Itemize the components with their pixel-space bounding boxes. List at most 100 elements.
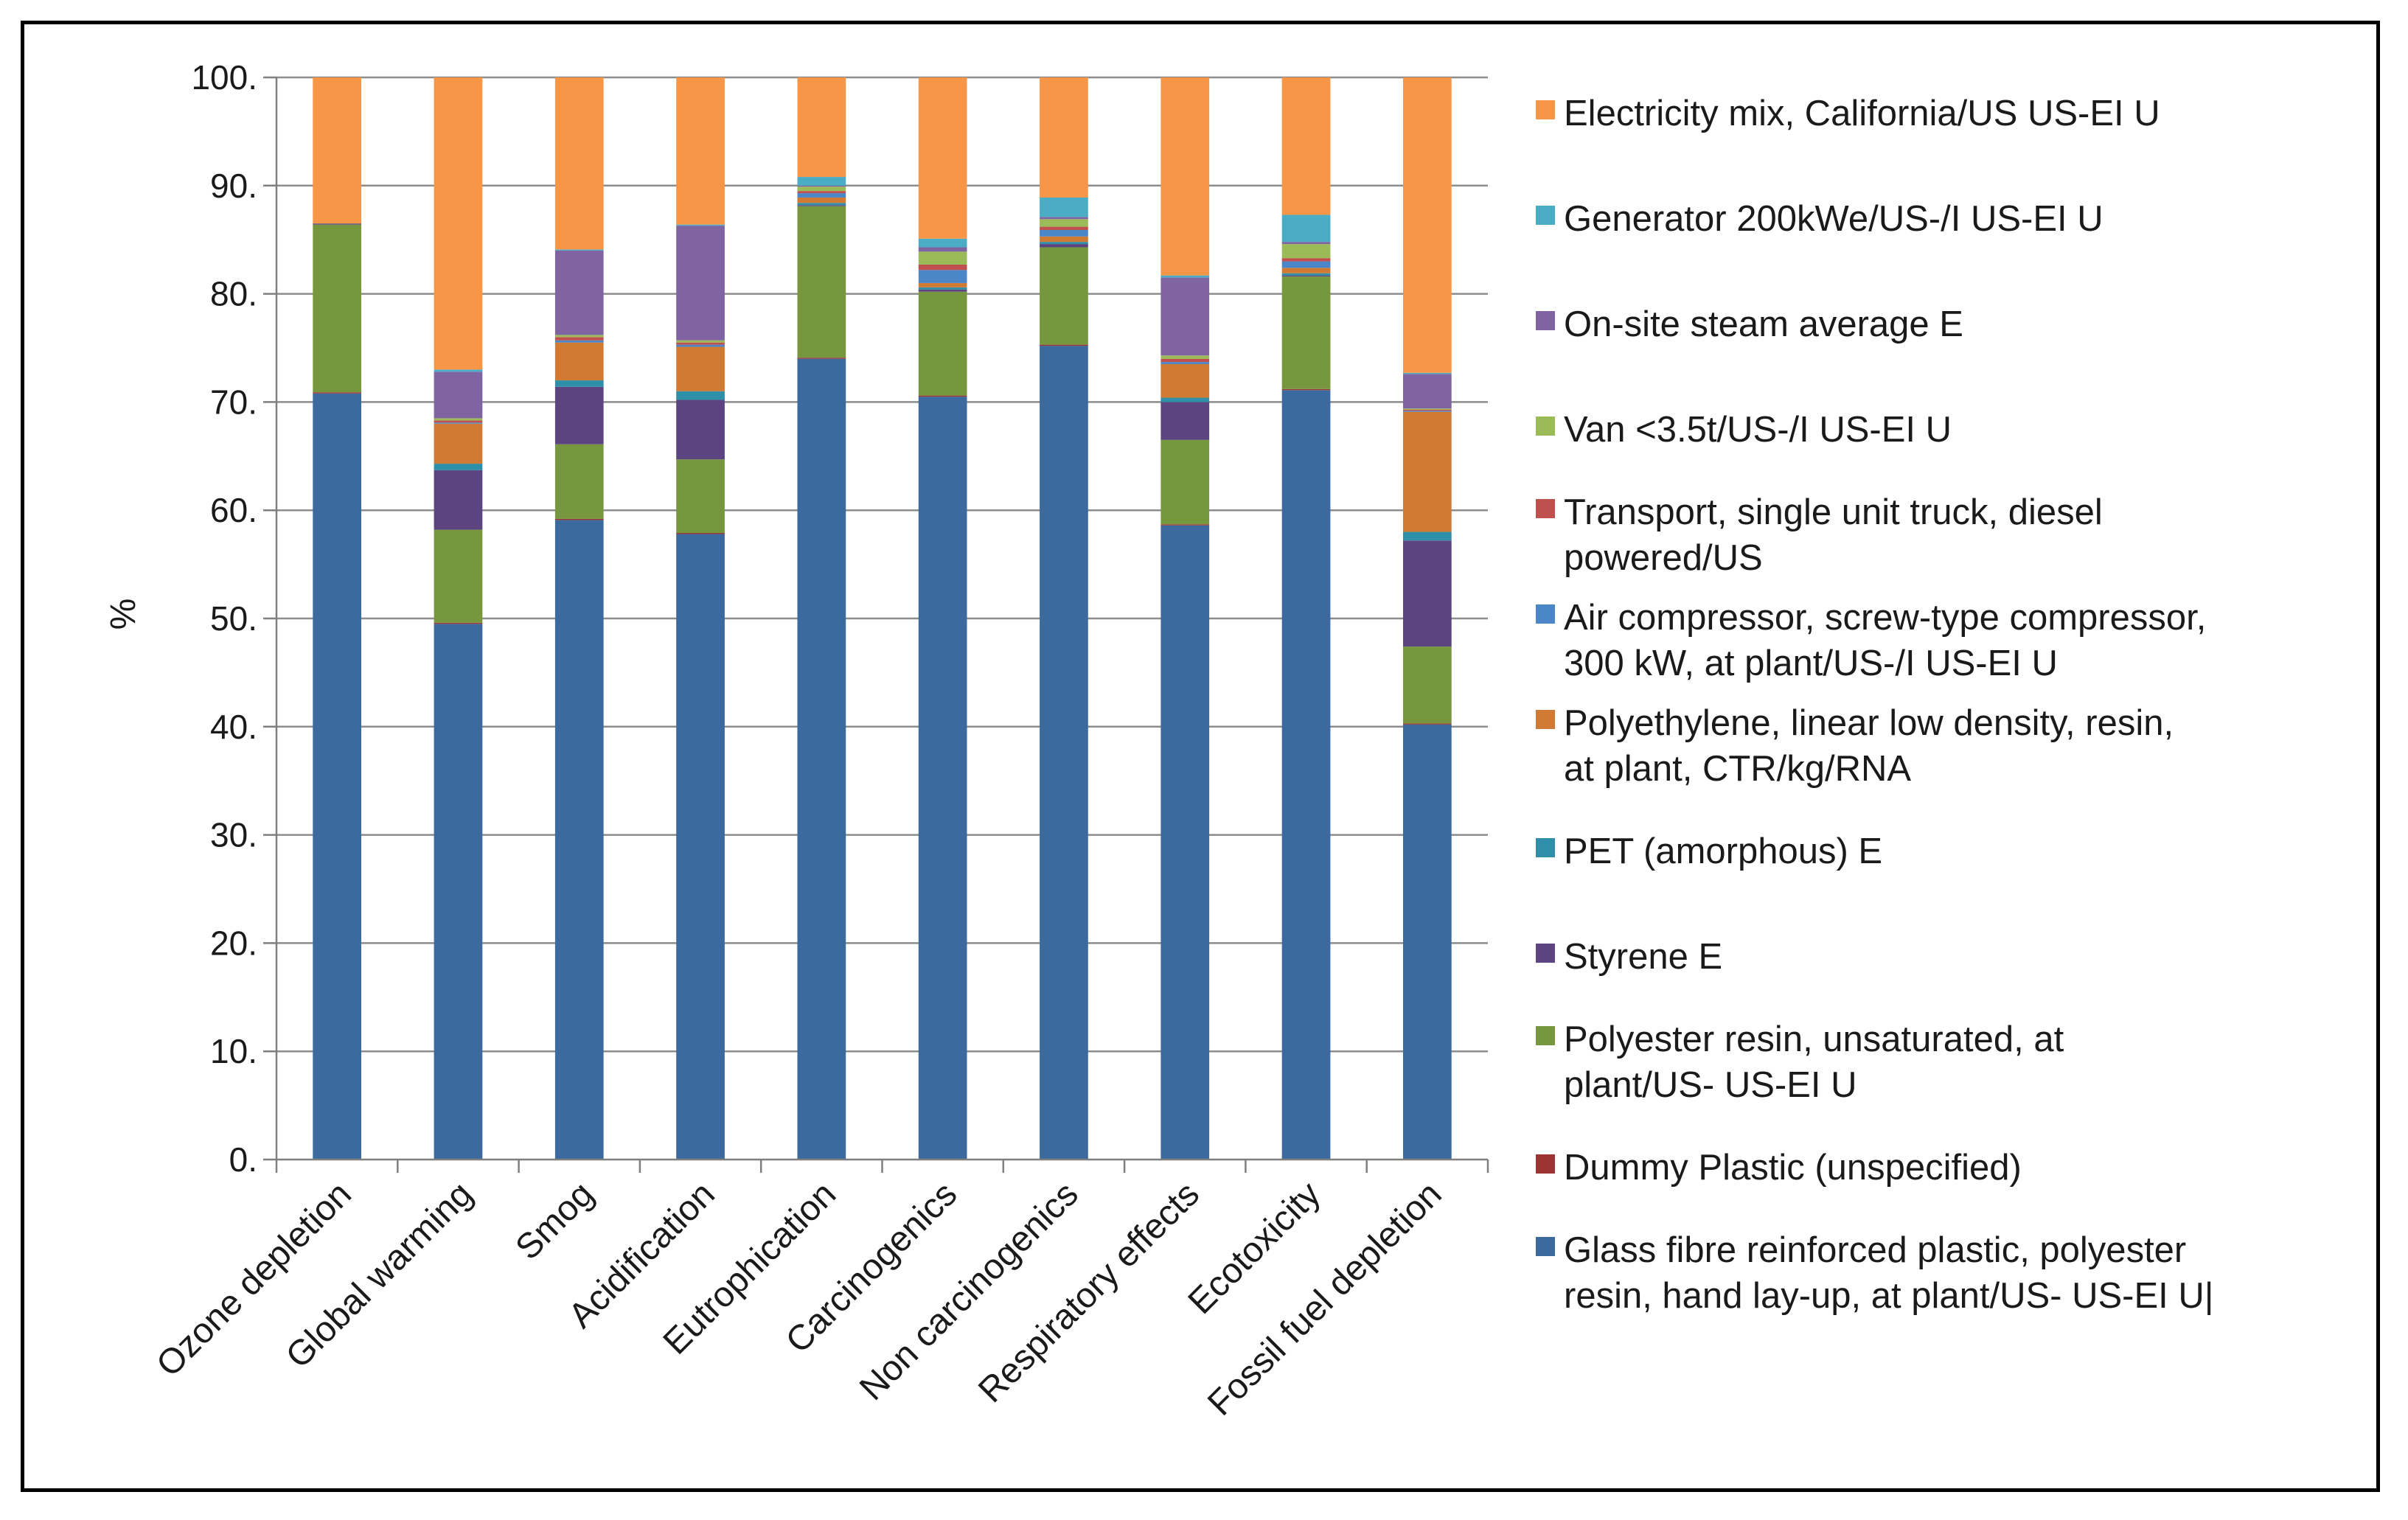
bar-segment — [1160, 77, 1210, 276]
legend-label: Styrene E — [1564, 937, 1722, 977]
y-tick-label: 70. — [210, 383, 257, 421]
bar-segment — [676, 340, 725, 343]
bar-segment — [918, 287, 967, 290]
bar-segment — [1160, 275, 1210, 278]
bar-segment — [676, 533, 725, 534]
bar-segment — [554, 380, 604, 387]
y-tick-label: 60. — [210, 491, 257, 529]
bar-segment — [1402, 723, 1452, 725]
bar-segment — [1402, 374, 1452, 409]
bar-segment — [797, 193, 846, 198]
bar-segment — [1040, 244, 1088, 248]
x-category-label: Respiratory effects — [971, 1174, 1207, 1410]
bar-segment — [676, 391, 725, 400]
legend-label: Electricity mix, California/US US-EI U — [1564, 94, 2160, 133]
bar-segment — [918, 264, 967, 271]
bar-segment — [676, 226, 725, 341]
bar-segment — [1402, 531, 1452, 541]
bar-segment — [313, 223, 362, 225]
bar-segment — [434, 529, 483, 623]
bar-segment — [554, 518, 604, 520]
legend-swatch — [1536, 100, 1555, 119]
bar-segment — [1402, 409, 1452, 411]
bar-segment — [1040, 242, 1088, 245]
y-tick-label: 40. — [210, 708, 257, 746]
bar-segment — [918, 270, 967, 283]
bar-segment — [434, 624, 483, 1160]
legend-label: 300 kW, at plant/US-/I US-EI U — [1564, 644, 2058, 683]
legend-label: at plant, CTR/kg/RNA — [1564, 749, 1911, 789]
bar-segment — [676, 224, 725, 226]
bar-segment — [554, 342, 604, 381]
bar-segment — [797, 197, 846, 203]
y-tick-labels: 0. 10. 20. 30. 40. 50. 60. 70. 80. 90. 100. — [191, 58, 257, 1179]
bar-segment — [1281, 258, 1331, 262]
bar-segment — [676, 344, 725, 347]
x-category-label: Smog — [508, 1174, 601, 1267]
bar-segment — [1040, 217, 1088, 220]
bar-segment — [434, 622, 483, 624]
bar-segment — [1040, 219, 1088, 227]
legend-label: Polyethylene, linear low density, resin, — [1564, 703, 2174, 743]
bar-segment — [554, 337, 604, 341]
bar-segment — [1402, 408, 1452, 410]
bar-segment — [1040, 247, 1088, 345]
legend-swatch — [1536, 1237, 1555, 1256]
bar-segment — [676, 400, 725, 460]
legend-swatch — [1536, 416, 1555, 436]
bar-segment — [434, 420, 483, 423]
bar-segment — [1160, 524, 1210, 526]
bar-segment — [1281, 261, 1331, 268]
bar-segment — [313, 224, 362, 393]
bar-segment — [1040, 77, 1088, 198]
legend-label: resin, hand lay-up, at plant/US- US-EI U… — [1564, 1276, 2214, 1316]
bar-segment — [1160, 397, 1210, 402]
bar-segment — [1281, 388, 1331, 391]
bar-segment — [676, 459, 725, 534]
bar-segment — [1281, 77, 1331, 215]
x-category-label: Fossil fuel depletion — [1200, 1174, 1449, 1423]
legend-swatch — [1536, 206, 1555, 225]
bar-segment — [1402, 372, 1452, 374]
bar-segment — [1040, 236, 1088, 243]
bar-segment — [434, 418, 483, 421]
bar-segment — [434, 422, 483, 424]
axes — [263, 76, 1489, 1173]
bar-segment — [434, 77, 483, 370]
bar-segment — [1040, 229, 1088, 237]
legend-swatch — [1536, 1026, 1555, 1045]
y-tick-label: 30. — [210, 816, 257, 854]
bar-segment — [1160, 355, 1210, 359]
bar-segment — [554, 249, 604, 251]
bar-segment — [434, 372, 483, 419]
chart-frame: 0. 10. 20. 30. 40. 50. 60. 70. 80. 90. 100. Ozone … — [21, 21, 2380, 1492]
bar-segment — [1281, 390, 1331, 1160]
bar-segment — [1160, 362, 1210, 365]
legend-label: On-site steam average E — [1564, 304, 1963, 344]
y-tick-label: 20. — [210, 924, 257, 962]
legend-swatch — [1536, 838, 1555, 857]
bar-segment — [1040, 346, 1088, 1160]
bar-segment — [554, 444, 604, 519]
bar-segment — [918, 395, 967, 397]
bar-segment — [554, 77, 604, 250]
bar-segment — [676, 534, 725, 1160]
y-tick-label: 100. — [191, 58, 257, 97]
legend-swatch — [1536, 499, 1555, 518]
legend-label: Generator 200kWe/US-/I US-EI U — [1564, 199, 2103, 239]
bar-segment — [676, 346, 725, 391]
bar-segment — [918, 289, 967, 292]
bar-segment — [1160, 402, 1210, 440]
bar-segment — [313, 77, 362, 224]
bar-segment — [918, 251, 967, 265]
bar-segment — [1281, 244, 1331, 259]
bar-segment — [434, 470, 483, 530]
x-category-label: Non carcinogenics — [852, 1174, 1086, 1408]
bar-segment — [918, 282, 967, 287]
bar-segment — [918, 238, 967, 248]
stacked-bar-chart: 0. 10. 20. 30. 40. 50. 60. 70. 80. 90. 100. Ozone … — [104, 58, 2214, 1423]
legend-label: Dummy Plastic (unspecified) — [1564, 1148, 2022, 1188]
bar-segment — [1040, 226, 1088, 230]
bar-segment — [797, 206, 846, 358]
